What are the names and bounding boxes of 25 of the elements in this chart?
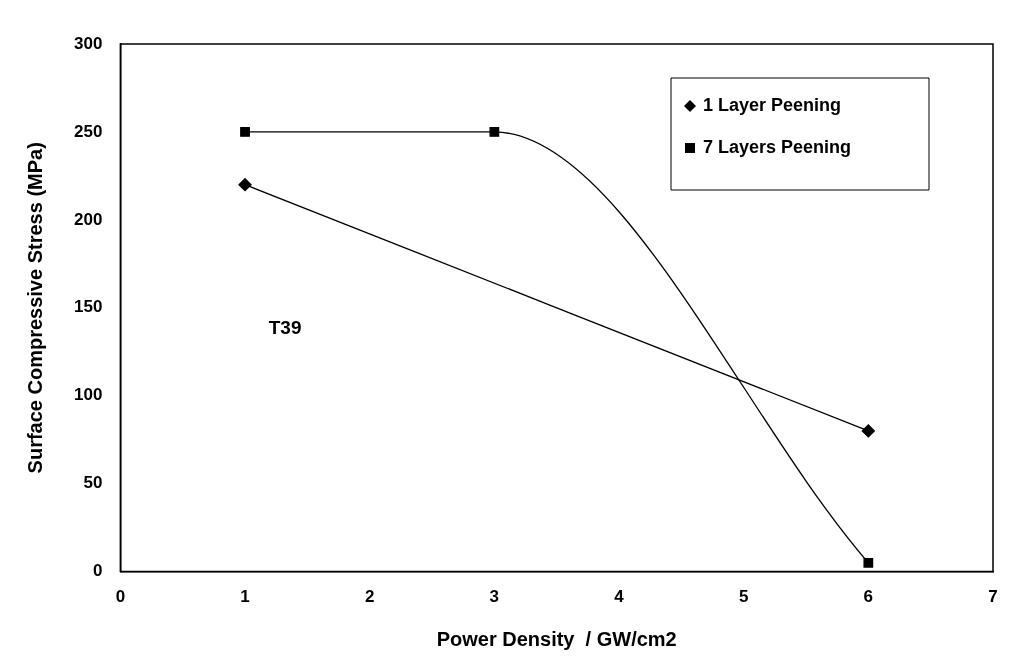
- legend-label: 7 Layers Peening: [703, 136, 852, 157]
- x-tick-label: 7: [988, 587, 998, 607]
- point: [489, 127, 500, 137]
- x-tick-label: 1: [240, 587, 250, 607]
- point: [240, 127, 250, 137]
- y-tick-label: 0: [92, 561, 103, 581]
- x-tick-label: 3: [489, 587, 500, 607]
- legend-label: 1 Layer Peening: [703, 94, 842, 115]
- y-tick-label: 100: [73, 385, 103, 405]
- x-axis-title: Power Density / GW/cm2: [436, 627, 677, 650]
- x-tick-label: 4: [614, 587, 625, 607]
- x-tick-label: 6: [863, 587, 874, 607]
- y-tick-label: 300: [73, 33, 103, 53]
- x-tick-label: 5: [738, 587, 749, 607]
- y-tick-label: 250: [73, 121, 103, 141]
- annotation: T39: [268, 317, 302, 339]
- x-tick-label: 0: [115, 587, 126, 607]
- x-tick-label: 2: [364, 587, 375, 607]
- point: [861, 424, 875, 438]
- point: [238, 178, 252, 192]
- y-tick-label: 200: [73, 209, 103, 229]
- y-tick-label: 50: [83, 473, 103, 493]
- point: [863, 557, 874, 568]
- y-axis-title: Surface Compressive Stress (MPa): [23, 142, 46, 474]
- y-tick-label: 150: [73, 297, 103, 317]
